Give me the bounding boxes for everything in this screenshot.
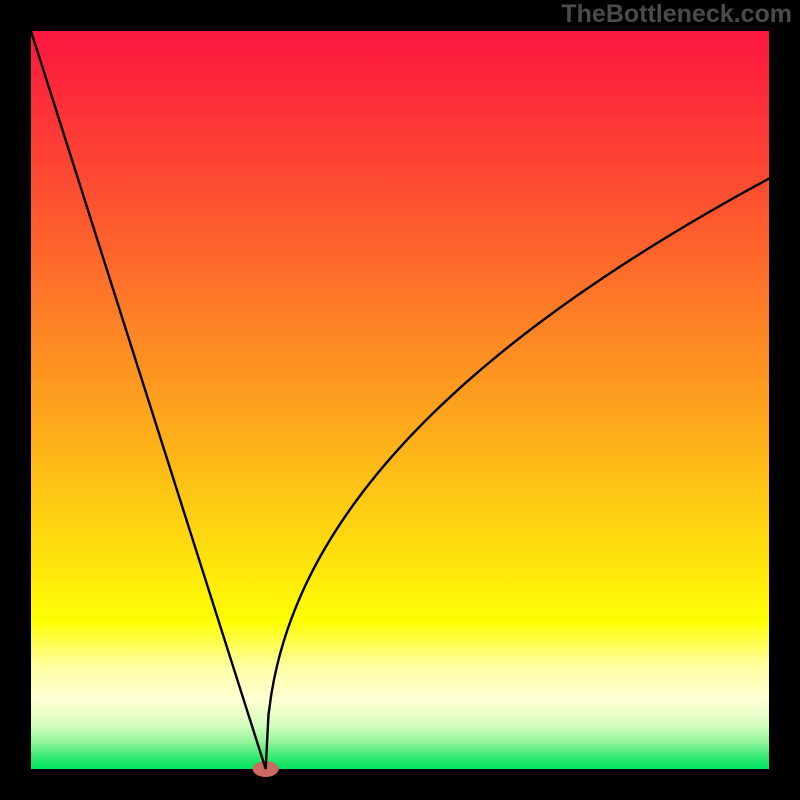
- plot-area: [31, 31, 769, 769]
- watermark-text: TheBottleneck.com: [561, 0, 792, 29]
- chart-svg: [0, 0, 800, 800]
- chart-canvas: TheBottleneck.com: [0, 0, 800, 800]
